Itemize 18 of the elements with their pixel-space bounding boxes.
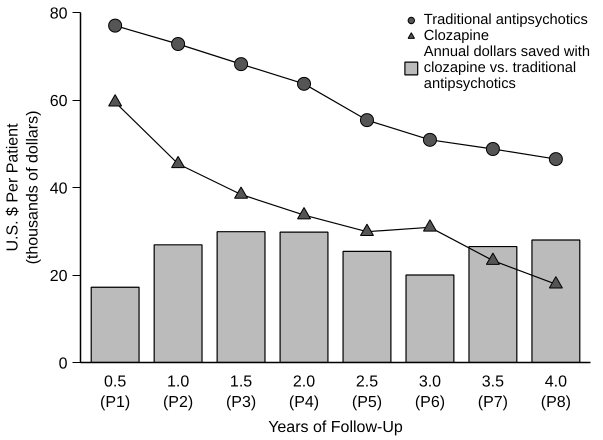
x-tick-label: 1.5 (P3) (226, 374, 256, 411)
x-tick-label: 4.0 (P8) (540, 374, 571, 411)
y-tick-label: 0 (58, 356, 68, 372)
legend-label: Traditional antipsychotics (424, 12, 588, 28)
y-axis-title: U.S. $ Per Patient (thousands of dollars) (4, 110, 42, 264)
x-tick-label: 2.0 (P4) (288, 374, 320, 411)
y-tick-label: 20 (50, 268, 68, 285)
x-tick-label: 3.5 (P7) (478, 374, 508, 411)
x-tick-label: 3.0 (P6) (414, 374, 446, 411)
y-tick-label: 80 (50, 6, 68, 22)
x-tick-label: 2.5 (P5) (352, 374, 382, 411)
legend-label: Clozapine (424, 28, 489, 44)
x-axis-title: Years of Follow-Up (268, 418, 403, 436)
y-tick-label: 40 (50, 180, 68, 198)
y-tick-label: 60 (50, 93, 68, 110)
legend-label: Annual dollars saved with clozapine vs. traditional antipsychotics (424, 44, 590, 92)
x-tick-label: 1.0 (P2) (162, 374, 194, 411)
x-tick-label: 0.5 (P1) (100, 374, 130, 411)
